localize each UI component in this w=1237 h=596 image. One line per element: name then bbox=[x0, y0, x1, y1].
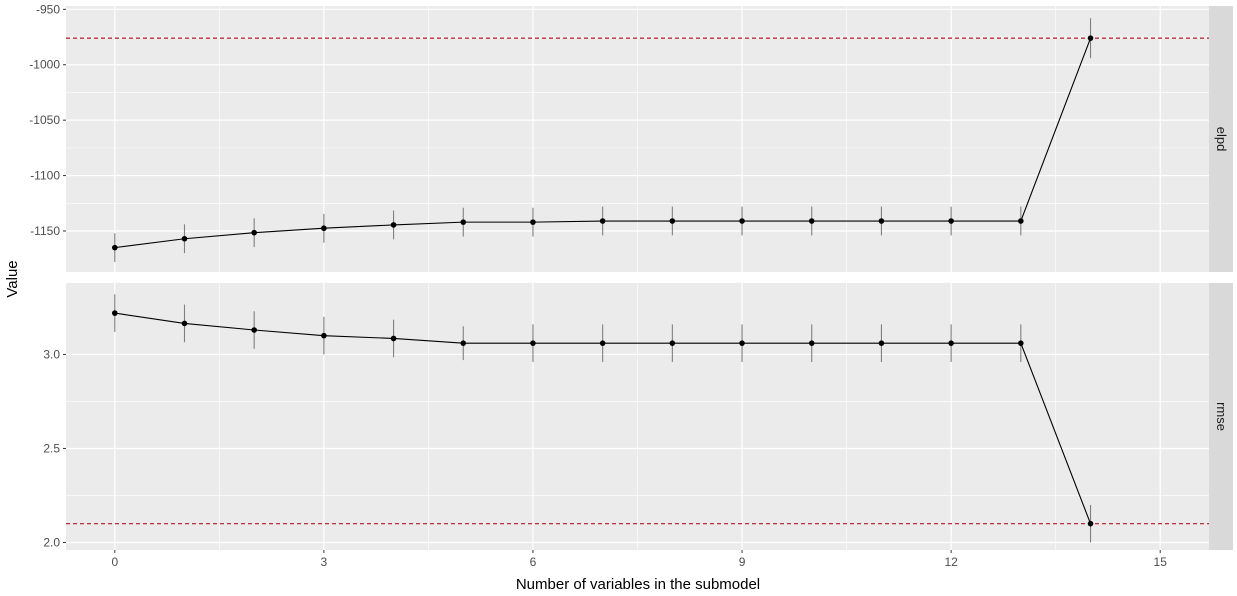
data-point bbox=[948, 218, 954, 224]
data-point bbox=[739, 340, 745, 346]
data-point bbox=[1018, 340, 1024, 346]
y-tick-label: 2.5 bbox=[43, 441, 60, 455]
data-point bbox=[878, 218, 885, 224]
x-tick-label: 3 bbox=[321, 555, 328, 569]
data-point bbox=[181, 235, 188, 242]
facet-panel-elpd: -950 -1000 -1050 -1100 -1150 elpd bbox=[29, 2, 1233, 272]
data-point bbox=[1087, 35, 1094, 41]
data-point bbox=[390, 222, 397, 228]
data-point bbox=[808, 218, 815, 224]
x-tick-label: 0 bbox=[111, 555, 118, 569]
data-point bbox=[669, 340, 676, 346]
data-point bbox=[948, 340, 954, 346]
data-point bbox=[878, 340, 885, 346]
data-point bbox=[251, 229, 257, 236]
facet-strip bbox=[1209, 283, 1233, 550]
y-tick-label: -950 bbox=[36, 2, 60, 16]
data-point bbox=[530, 219, 536, 225]
data-point bbox=[599, 218, 606, 224]
data-point bbox=[111, 310, 118, 316]
data-point bbox=[808, 340, 815, 346]
data-point bbox=[669, 218, 676, 224]
y-tick-label: -1150 bbox=[30, 224, 60, 238]
y-tick-label: 3.0 bbox=[43, 347, 60, 361]
data-point bbox=[1087, 520, 1094, 527]
x-tick-label: 15 bbox=[1154, 555, 1168, 569]
data-point bbox=[321, 225, 327, 232]
data-point bbox=[251, 327, 257, 333]
data-point bbox=[460, 219, 467, 225]
facet-strip-label: rmse bbox=[1214, 402, 1229, 431]
x-tick-label: 6 bbox=[530, 555, 537, 569]
facet-strip bbox=[1209, 6, 1233, 272]
data-point bbox=[181, 320, 188, 327]
data-point bbox=[460, 340, 467, 346]
y-tick-label: -1000 bbox=[29, 58, 60, 72]
data-point bbox=[530, 340, 536, 346]
data-point bbox=[390, 335, 397, 342]
x-axis: 0 3 6 9 12 15 bbox=[111, 550, 1167, 569]
y-tick-label: -1100 bbox=[30, 169, 60, 183]
x-tick-label: 9 bbox=[739, 555, 746, 569]
x-tick-label: 12 bbox=[944, 555, 958, 569]
data-point bbox=[1018, 218, 1024, 224]
facet-panel-rmse: 3.0 2.5 2.0 rmse bbox=[43, 283, 1233, 550]
data-point bbox=[111, 244, 118, 251]
y-axis-title: Value bbox=[4, 260, 21, 297]
panels-layer: -950 -1000 -1050 -1100 -1150 elpd 3.0 2.5 2.0 rms… bbox=[29, 2, 1233, 550]
data-point bbox=[739, 218, 745, 224]
y-tick-label: -1050 bbox=[29, 113, 60, 127]
x-axis-title: Number of variables in the submodel bbox=[516, 576, 760, 593]
data-point bbox=[599, 340, 606, 346]
y-tick-label: 2.0 bbox=[43, 535, 60, 549]
facet-strip-label: elpd bbox=[1214, 127, 1229, 152]
data-point bbox=[321, 332, 327, 339]
